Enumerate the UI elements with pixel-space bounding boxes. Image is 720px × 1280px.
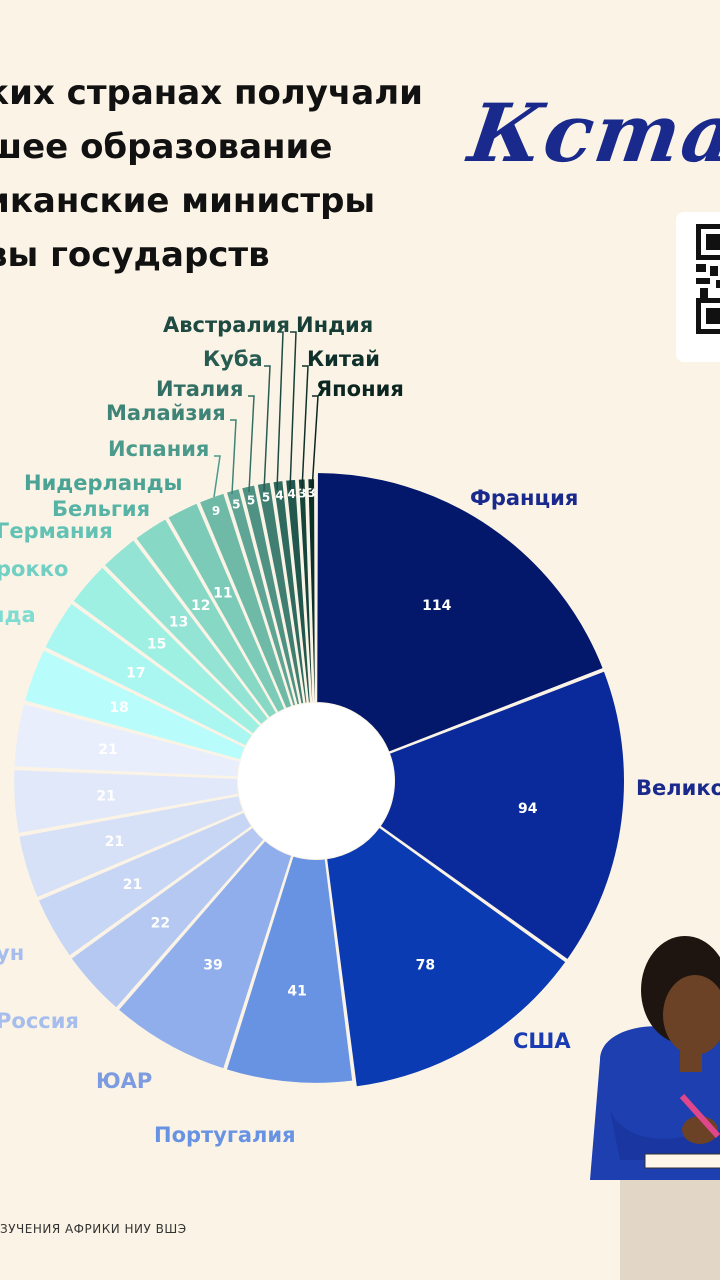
slice-value-label: 21 xyxy=(105,834,124,850)
slice-category-label: Португалия xyxy=(154,1123,296,1147)
qr-card xyxy=(676,212,720,362)
label-leader-line xyxy=(311,395,319,491)
slice-value-label: 17 xyxy=(126,665,145,681)
slice-value-label: 21 xyxy=(98,742,117,758)
slice-value-label: 3 xyxy=(307,486,315,500)
label-leader-line xyxy=(289,331,297,491)
slice-category-label: рокко xyxy=(0,557,68,581)
slice-value-label: 3 xyxy=(298,487,306,501)
qr-code-icon xyxy=(696,224,720,334)
slice-value-label: 13 xyxy=(169,615,188,631)
slice-value-label: 18 xyxy=(109,700,128,716)
slice-category-label: Куба xyxy=(203,347,263,371)
label-leader-line xyxy=(263,365,271,492)
slice-category-label: Италия xyxy=(156,377,244,401)
slice-category-label: Велико xyxy=(636,776,720,800)
slice-category-label: Испания xyxy=(108,437,209,461)
slice-category-label: Франция xyxy=(470,486,578,510)
slice-value-label: 114 xyxy=(422,598,451,614)
slice-category-label: Япония xyxy=(316,377,404,401)
slice-value-label: 4 xyxy=(287,487,295,501)
slice-category-label: Бельгия xyxy=(52,497,150,521)
slice-value-label: 21 xyxy=(123,877,142,893)
label-leader-line xyxy=(301,365,309,491)
slice-value-label: 9 xyxy=(212,504,220,518)
donut-hole xyxy=(238,703,394,859)
slice-category-label: Нидерланды xyxy=(24,471,183,495)
slice-value-label: 94 xyxy=(518,801,538,817)
slice-value-label: 5 xyxy=(262,491,270,505)
student-illustration xyxy=(590,936,720,1280)
slice-value-label: 21 xyxy=(96,788,115,804)
label-leader-line xyxy=(213,455,221,498)
slice-value-label: 15 xyxy=(147,637,166,653)
title-line-4: вы государств xyxy=(0,235,270,275)
slice-category-label: Китай xyxy=(307,347,380,371)
label-leader-line xyxy=(248,395,255,493)
slice-category-label: Малайзия xyxy=(106,401,226,425)
title-line-2: шее образование xyxy=(0,127,333,167)
slice-category-label: Германия xyxy=(0,519,113,543)
slice-category-label: Индия xyxy=(296,313,373,337)
slice-category-label: США xyxy=(513,1029,571,1053)
slice-value-label: 11 xyxy=(213,585,232,601)
label-leader-line xyxy=(230,419,237,495)
title-line-1: ких странах получали xyxy=(0,73,423,113)
slice-value-label: 12 xyxy=(191,598,210,614)
slice-category-label: Россия xyxy=(0,1009,79,1033)
slice-category-label: ЮАР xyxy=(96,1069,152,1093)
slice-category-label: ун xyxy=(0,941,24,965)
slice-value-label: 39 xyxy=(203,958,222,974)
slice-value-label: 78 xyxy=(416,957,435,973)
slice-value-label: 22 xyxy=(151,916,170,932)
slice-category-label: Австралия xyxy=(163,313,290,337)
page-title: ких странах получали шее образование ика… xyxy=(0,66,456,282)
label-leader-line xyxy=(276,331,284,491)
slice-value-label: 5 xyxy=(247,494,255,508)
slice-category-label: нда xyxy=(0,603,36,627)
slice-value-label: 41 xyxy=(287,984,306,1000)
slice-value-label: 4 xyxy=(275,488,283,502)
footer-source: ЗУЧЕНИЯ АФРИКИ НИУ ВШЭ xyxy=(0,1222,187,1236)
title-line-3: иканские министры xyxy=(0,181,376,221)
slice-value-label: 5 xyxy=(232,497,240,511)
